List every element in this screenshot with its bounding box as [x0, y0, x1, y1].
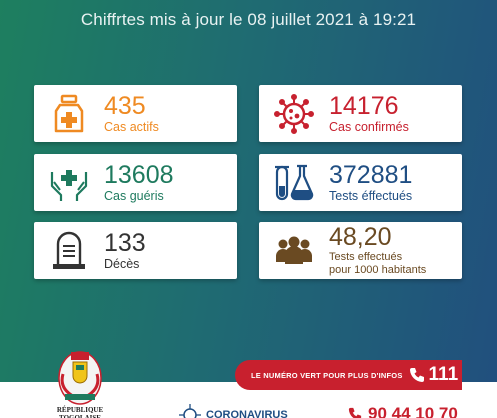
hotline-number[interactable]: 111: [428, 364, 459, 385]
active-cases-label: Cas actifs: [104, 119, 159, 134]
footer-phone-number: 90 44 10 70: [368, 404, 458, 418]
deaths-value: 133: [104, 228, 146, 257]
medicine-bottle-icon: [48, 93, 90, 135]
tests-per-1000-value: 48,20: [329, 223, 392, 251]
recovered-cases-label: Cas guéris: [104, 188, 164, 203]
recovered-cases-value: 13608: [104, 160, 174, 189]
tests-done-label: Tests éffectués: [329, 188, 413, 203]
confirmed-cases-label: Cas confirmés: [329, 119, 409, 134]
card-active-cases: 435 Cas actifs: [34, 85, 237, 142]
tests-per-1000-label-line1: Tests effectués: [329, 251, 403, 263]
people-group-icon: [273, 230, 315, 272]
virus-icon: [273, 93, 315, 135]
coronavirus-title: CORONAVIRUS: [206, 409, 288, 418]
deaths-label: Décès: [104, 256, 140, 271]
phone-icon: [409, 367, 425, 383]
republic-label: RÉPUBLIQUE TOGOLAISE: [56, 406, 104, 418]
virus-small-icon: [178, 403, 202, 418]
test-tubes-icon: [273, 162, 315, 204]
togo-coat-of-arms-icon: [57, 348, 103, 406]
card-confirmed-cases: 14176 Cas confirmés: [259, 85, 462, 142]
card-tests-per-1000: 48,20 Tests effectués pour 1000 habitant…: [259, 222, 462, 279]
hands-cross-icon: [48, 162, 90, 204]
card-recovered-cases: 13608 Cas guéris: [34, 154, 237, 211]
tests-per-1000-label-line2: pour 1000 habitants: [329, 264, 427, 276]
hotline-text: LE NUMÉRO VERT POUR PLUS D'INFOS: [251, 370, 403, 380]
card-deaths: 133 Décès: [34, 222, 237, 279]
hotline-banner[interactable]: LE NUMÉRO VERT POUR PLUS D'INFOS 111: [235, 360, 462, 390]
tombstone-icon: [48, 230, 90, 272]
card-tests-done: 372881 Tests éffectués: [259, 154, 462, 211]
coronavirus-logo: CORONAVIRUS: [178, 403, 288, 418]
confirmed-cases-value: 14176: [329, 91, 399, 120]
tests-done-value: 372881: [329, 160, 413, 189]
phone-small-icon: [348, 407, 362, 418]
active-cases-value: 435: [104, 91, 146, 120]
update-header: Chiffrtes mis à jour le 08 juillet 2021 …: [80, 10, 417, 29]
footer-phone[interactable]: 90 44 10 70: [348, 404, 458, 418]
